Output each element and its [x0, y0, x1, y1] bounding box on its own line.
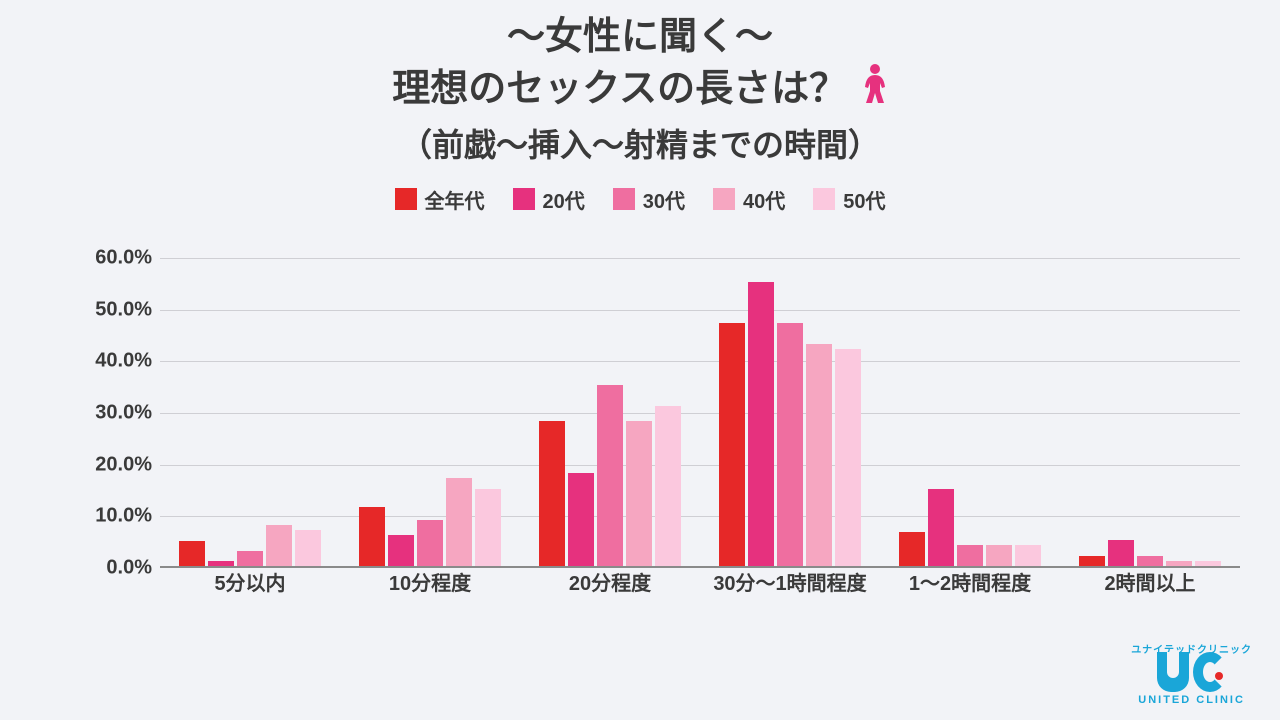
bar	[748, 282, 774, 566]
bar	[835, 349, 861, 566]
x-tick-label: 2時間以上	[1060, 567, 1240, 596]
bar	[359, 507, 385, 566]
y-tick-label: 0.0%	[60, 557, 152, 580]
x-tick-label: 10分程度	[340, 567, 520, 596]
legend-item: 40代	[713, 185, 785, 214]
bar	[899, 532, 925, 566]
legend-swatch	[813, 188, 835, 210]
bar	[1079, 556, 1105, 566]
bar	[179, 541, 205, 566]
x-tick-label: 5分以内	[160, 567, 340, 596]
bar	[626, 421, 652, 566]
bar	[957, 545, 983, 566]
bar	[597, 385, 623, 566]
y-tick-label: 50.0%	[60, 298, 152, 321]
bar	[417, 520, 443, 567]
logo-text: UNITED CLINIC	[1131, 694, 1252, 706]
brand-logo: ユナイテッドクリニック UNITED CLINIC	[1131, 641, 1252, 706]
chart-legend: 全年代 20代 30代 40代 50代	[0, 185, 1280, 214]
bar	[777, 323, 803, 566]
bar	[1195, 561, 1221, 566]
legend-swatch	[513, 188, 535, 210]
bar-group: 30分〜1時間程度	[700, 282, 880, 566]
bar	[928, 489, 954, 567]
bar	[568, 473, 594, 566]
title-line-3: （前戯〜挿入〜射精までの時間）	[0, 124, 1280, 167]
bar-group: 10分程度	[340, 478, 520, 566]
logo-kana: ユナイテッドクリニック	[1131, 641, 1252, 656]
x-tick-label: 1〜2時間程度	[880, 567, 1060, 596]
title-line-2-text: 理想のセックスの長さは？	[392, 68, 847, 110]
y-tick-label: 40.0%	[60, 350, 152, 373]
chart-title-block: 〜女性に聞く〜 理想のセックスの長さは？ （前戯〜挿入〜射精までの時間）	[0, 0, 1280, 167]
legend-label: 20代	[543, 185, 585, 214]
bar	[1015, 545, 1041, 566]
legend-swatch	[713, 188, 735, 210]
bar	[295, 530, 321, 566]
title-line-2: 理想のセックスの長さは？	[392, 63, 887, 121]
y-tick-label: 30.0%	[60, 402, 152, 425]
x-tick-label: 20分程度	[520, 567, 700, 596]
bar-group: 2時間以上	[1060, 540, 1240, 566]
bar	[655, 406, 681, 566]
bar	[1166, 561, 1192, 566]
bar	[475, 489, 501, 567]
bar	[266, 525, 292, 566]
title-line-1: 〜女性に聞く〜	[0, 12, 1280, 63]
bar	[446, 478, 472, 566]
legend-label: 全年代	[425, 185, 485, 214]
x-tick-label: 30分〜1時間程度	[700, 567, 880, 596]
bar-chart: 5分以内10分程度20分程度30分〜1時間程度1〜2時間程度2時間以上 0.0%…	[60, 258, 1240, 598]
bar	[539, 421, 565, 566]
legend-item: 全年代	[395, 185, 485, 214]
legend-label: 30代	[643, 185, 685, 214]
bar	[237, 551, 263, 567]
logo-c-shape	[1193, 652, 1227, 692]
plot-area: 5分以内10分程度20分程度30分〜1時間程度1〜2時間程度2時間以上	[160, 258, 1240, 568]
legend-swatch	[613, 188, 635, 210]
legend-item: 50代	[813, 185, 885, 214]
bar	[806, 344, 832, 566]
y-tick-label: 60.0%	[60, 247, 152, 270]
bar	[388, 535, 414, 566]
bar	[986, 545, 1012, 566]
gridline	[160, 258, 1240, 259]
woman-icon	[862, 63, 888, 121]
bar-group: 1〜2時間程度	[880, 489, 1060, 567]
legend-label: 40代	[743, 185, 785, 214]
y-tick-label: 20.0%	[60, 453, 152, 476]
legend-label: 50代	[843, 185, 885, 214]
logo-mark	[1131, 652, 1252, 692]
legend-swatch	[395, 188, 417, 210]
logo-u-shape	[1157, 652, 1189, 692]
y-tick-label: 10.0%	[60, 505, 152, 528]
bar	[719, 323, 745, 566]
bar	[208, 561, 234, 566]
legend-item: 20代	[513, 185, 585, 214]
bar-group: 20分程度	[520, 385, 700, 566]
bar	[1108, 540, 1134, 566]
bar	[1137, 556, 1163, 566]
bar-group: 5分以内	[160, 525, 340, 566]
legend-item: 30代	[613, 185, 685, 214]
